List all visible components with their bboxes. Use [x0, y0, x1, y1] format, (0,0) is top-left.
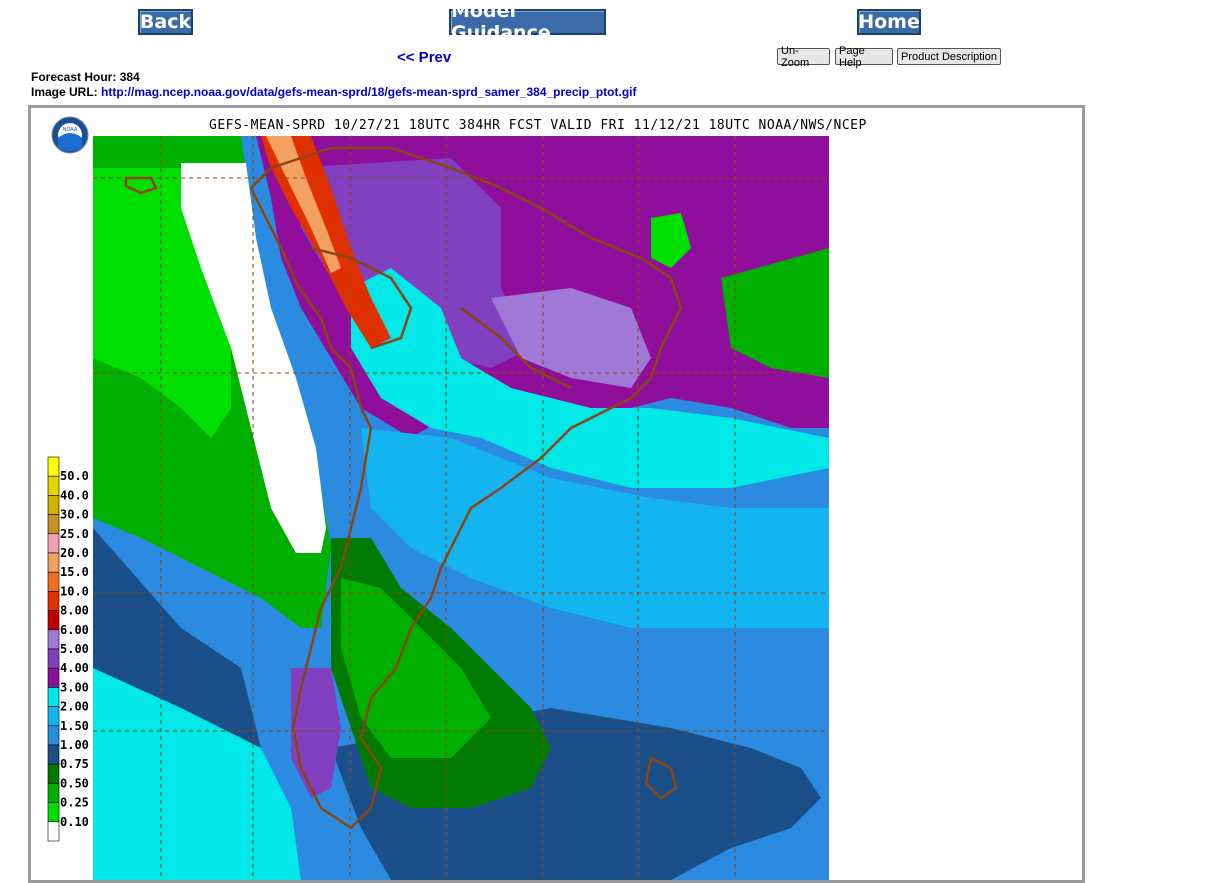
- prev-link[interactable]: << Prev: [397, 49, 452, 66]
- legend-label: 1.00: [60, 738, 89, 752]
- back-button[interactable]: Back: [138, 9, 193, 35]
- model-guidance-button[interactable]: Model Guidance: [449, 0, 606, 44]
- unzoom-button[interactable]: Un-Zoom: [777, 45, 830, 69]
- image-url-line: Image URL: http://mag.ncep.noaa.gov/data…: [31, 85, 637, 99]
- image-url-label: Image URL:: [31, 85, 98, 99]
- image-url-link[interactable]: http://mag.ncep.noaa.gov/data/gefs-mean-…: [101, 85, 637, 99]
- legend-swatch: [47, 725, 60, 746]
- page-help-button[interactable]: Page Help: [835, 45, 893, 69]
- forecast-hour-line: Forecast Hour: 384: [31, 70, 140, 84]
- legend-swatch: [47, 629, 60, 650]
- legend-swatch: [47, 667, 60, 688]
- forecast-hour-label: Forecast Hour:: [31, 70, 117, 84]
- legend-label: 50.0: [60, 469, 89, 483]
- legend-swatch: [47, 571, 60, 592]
- forecast-hour-value: 384: [119, 70, 140, 84]
- product-description-button[interactable]: Product Description: [897, 48, 1001, 65]
- legend-swatch: [47, 687, 60, 707]
- map-title: GEFS-MEAN-SPRD 10/27/21 18UTC 384HR FCST…: [209, 118, 867, 133]
- legend-swatch: [47, 763, 60, 784]
- legend-swatch: [47, 821, 60, 842]
- legend-label: 25.0: [60, 527, 89, 541]
- legend-swatch: [47, 456, 60, 477]
- legend-label: 6.00: [60, 623, 89, 637]
- legend-swatch: [47, 648, 60, 669]
- legend-swatch: [47, 744, 60, 765]
- legend-swatch: [47, 475, 60, 496]
- legend-swatch: [47, 802, 60, 823]
- noaa-logo: NOAA: [51, 116, 89, 154]
- color-legend: 50.0 40.0 30.0 25.0 20.0 15.0 10.0 8.00 6.00 5.00…: [47, 456, 89, 842]
- legend-swatch: [47, 610, 60, 631]
- legend-label: 15.0: [60, 565, 89, 579]
- legend-swatch: [47, 706, 60, 727]
- legend-swatch: [47, 495, 60, 515]
- forecast-map[interactable]: NOAA 50.0 40.0 30.0 25.0 20.0 15.0 10.0 8.00 6.0…: [31, 108, 1082, 880]
- legend-label: 1.50: [60, 719, 89, 733]
- legend-label: 3.00: [60, 680, 89, 694]
- legend-label: 0.50: [60, 776, 89, 790]
- legend-label: 8.00: [60, 604, 89, 618]
- legend-swatch: [47, 533, 60, 554]
- legend-label: 4.00: [60, 661, 89, 675]
- legend-label: 30.0: [60, 508, 89, 522]
- legend-label: 10.0: [60, 584, 89, 598]
- legend-label: 40.0: [60, 488, 89, 502]
- legend-label: 2.00: [60, 700, 89, 714]
- legend-swatch: [47, 552, 60, 573]
- home-button[interactable]: Home: [857, 9, 921, 35]
- legend-swatch: [47, 514, 60, 535]
- legend-label: 5.00: [60, 642, 89, 656]
- legend-label: 0.25: [60, 796, 89, 810]
- noaa-logo-text: NOAA: [63, 127, 78, 133]
- legend-label: 0.10: [60, 815, 89, 829]
- legend-label: 0.75: [60, 757, 89, 771]
- legend-swatch: [47, 591, 60, 611]
- forecast-map-frame: NOAA 50.0 40.0 30.0 25.0 20.0 15.0 10.0 8.00 6.0…: [28, 105, 1085, 883]
- legend-swatch: [47, 783, 60, 803]
- legend-label: 20.0: [60, 546, 89, 560]
